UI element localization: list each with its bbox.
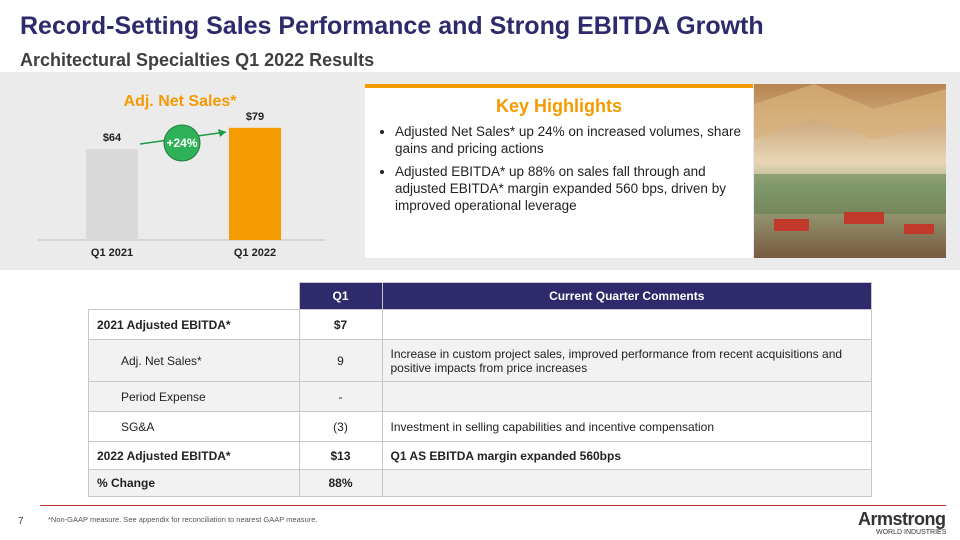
header-cell: Current Quarter Comments bbox=[381, 282, 872, 310]
chart: Adj. Net Sales* $64 Q1 2021 $79 Q1 2022 +24% bbox=[38, 93, 325, 259]
row-label: Period Expense bbox=[88, 381, 300, 412]
q1-cell: (3) bbox=[298, 411, 383, 442]
row-label: 2021 Adjusted EBITDA* bbox=[88, 309, 300, 340]
row-label: 2022 Adjusted EBITDA* bbox=[88, 441, 300, 470]
table-row: Period Expense - bbox=[88, 381, 872, 412]
value-label: $64 bbox=[103, 132, 122, 144]
logo-sub: WORLD INDUSTRIES bbox=[876, 529, 947, 536]
bullet: Adjusted Net Sales* up 24% on increased … bbox=[395, 123, 741, 157]
corner bbox=[88, 282, 299, 310]
value-label: $79 bbox=[246, 111, 264, 123]
comment-cell bbox=[381, 309, 872, 340]
comment-cell bbox=[381, 381, 872, 412]
table-row: SG&A (3) Investment in selling capabilitie… bbox=[88, 411, 872, 442]
row-label: SG&A bbox=[88, 411, 300, 442]
category-label: Q1 2021 bbox=[91, 247, 133, 259]
photo bbox=[754, 84, 946, 258]
q1-cell: - bbox=[298, 381, 383, 412]
comment-cell: Increase in custom project sales, improv… bbox=[381, 339, 872, 382]
table-row: 2022 Adjusted EBITDA* $13 Q1 AS EBITDA mar… bbox=[88, 441, 872, 470]
bullets: Adjusted Net Sales* up 24% on increased … bbox=[365, 123, 753, 214]
q1-cell: 88% bbox=[298, 469, 383, 497]
comment-cell: Investment in selling capabilities and i… bbox=[381, 411, 872, 442]
bar bbox=[86, 149, 138, 240]
badge bbox=[163, 124, 201, 162]
bar bbox=[229, 127, 281, 240]
q1-cell: 9 bbox=[298, 339, 383, 382]
comment-cell bbox=[381, 469, 872, 497]
table-row: % Change 88% bbox=[88, 469, 872, 497]
row-label: % Change bbox=[88, 469, 300, 497]
table: Q1 Current Quarter Comments 2021 Adjuste… bbox=[88, 282, 872, 497]
highlights: Key Highlights Adjusted Net Sales* up 24… bbox=[365, 84, 753, 258]
q1-cell: $13 bbox=[298, 441, 383, 470]
table-row: 2021 Adjusted EBITDA* $7 bbox=[88, 309, 872, 340]
annotation: +24% bbox=[166, 136, 197, 150]
comment-cell: Q1 AS EBITDA margin expanded 560bps bbox=[381, 441, 872, 470]
header-cell: Q1 bbox=[298, 282, 383, 310]
highlights-title: Key Highlights bbox=[495, 96, 622, 116]
footnote: *Non-GAAP measure. See appendix for reco… bbox=[48, 515, 318, 524]
arrow-head bbox=[218, 129, 226, 137]
table-row: Adj. Net Sales* 9 Increase in custom proje… bbox=[88, 339, 872, 382]
logo: Armstrong bbox=[858, 509, 946, 529]
chart-title: Adj. Net Sales* bbox=[124, 93, 238, 110]
page-number: 7 bbox=[18, 516, 24, 527]
q1-cell: $7 bbox=[298, 309, 383, 340]
bullet: Adjusted EBITDA* up 88% on sales fall th… bbox=[395, 163, 741, 214]
subtitle: Architectural Specialties Q1 2022 Result… bbox=[20, 50, 375, 70]
row-label: Adj. Net Sales* bbox=[88, 339, 300, 382]
rule bbox=[40, 505, 946, 506]
title: Record-Setting Sales Performance and Str… bbox=[20, 12, 764, 40]
category-label: Q1 2022 bbox=[234, 247, 276, 259]
